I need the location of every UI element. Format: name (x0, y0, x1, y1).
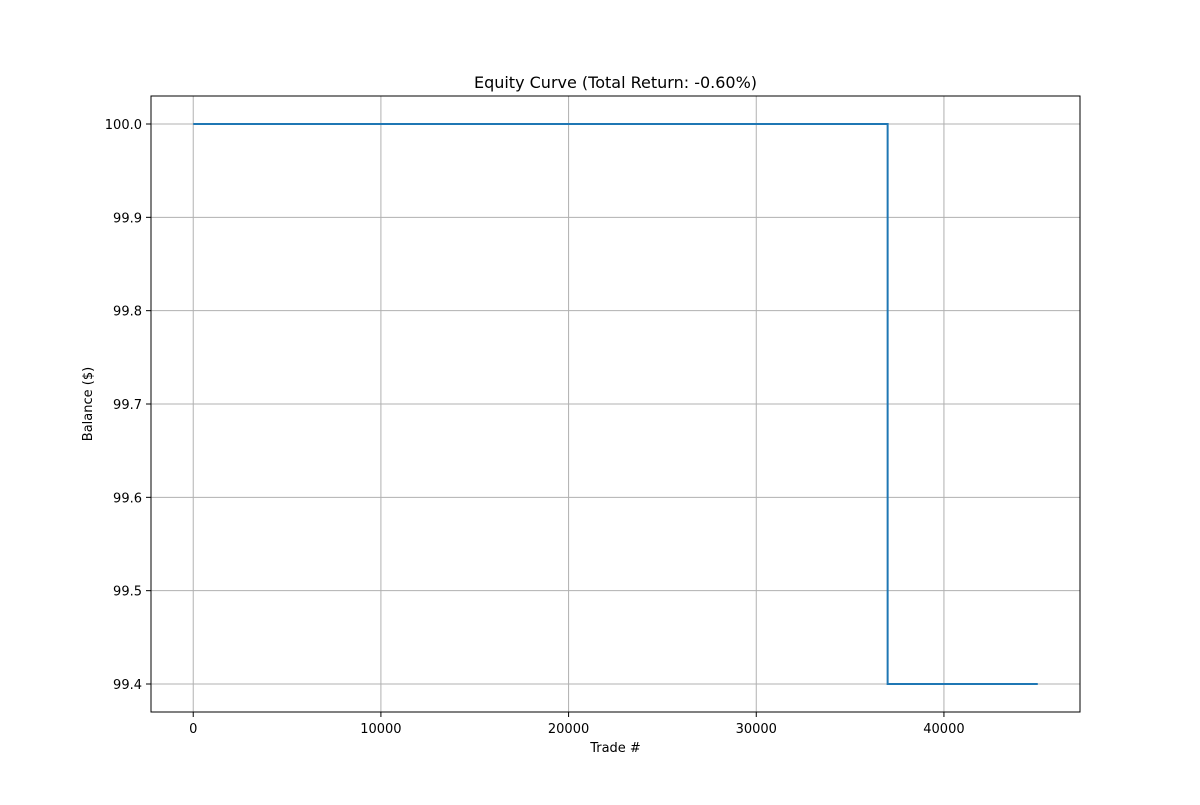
chart-title: Equity Curve (Total Return: -0.60%) (474, 73, 757, 92)
series-layer (193, 123, 1038, 685)
y-tick-label: 99.5 (113, 585, 142, 600)
y-tick-label: 99.8 (113, 305, 142, 320)
y-tick-label: 99.7 (113, 398, 142, 413)
y-tick-label: 99.9 (113, 211, 142, 226)
y-tick-label: 100.0 (105, 118, 142, 133)
equity-series-line (193, 123, 1038, 685)
y-axis-label: Balance ($) (81, 367, 96, 441)
y-tick-label: 99.4 (113, 678, 142, 693)
x-tick-label: 0 (189, 722, 197, 737)
x-axis-label: Trade # (589, 741, 641, 756)
x-tick-label: 40000 (923, 722, 964, 737)
x-tick-label: 30000 (736, 722, 777, 737)
x-tick-label: 10000 (360, 722, 401, 737)
y-tick-label: 99.6 (113, 491, 142, 506)
axis-ticks: 0 10000 20000 30000 40000 99.4 99.5 99.6 99.7 99.… (105, 118, 965, 737)
x-tick-label: 20000 (548, 722, 589, 737)
